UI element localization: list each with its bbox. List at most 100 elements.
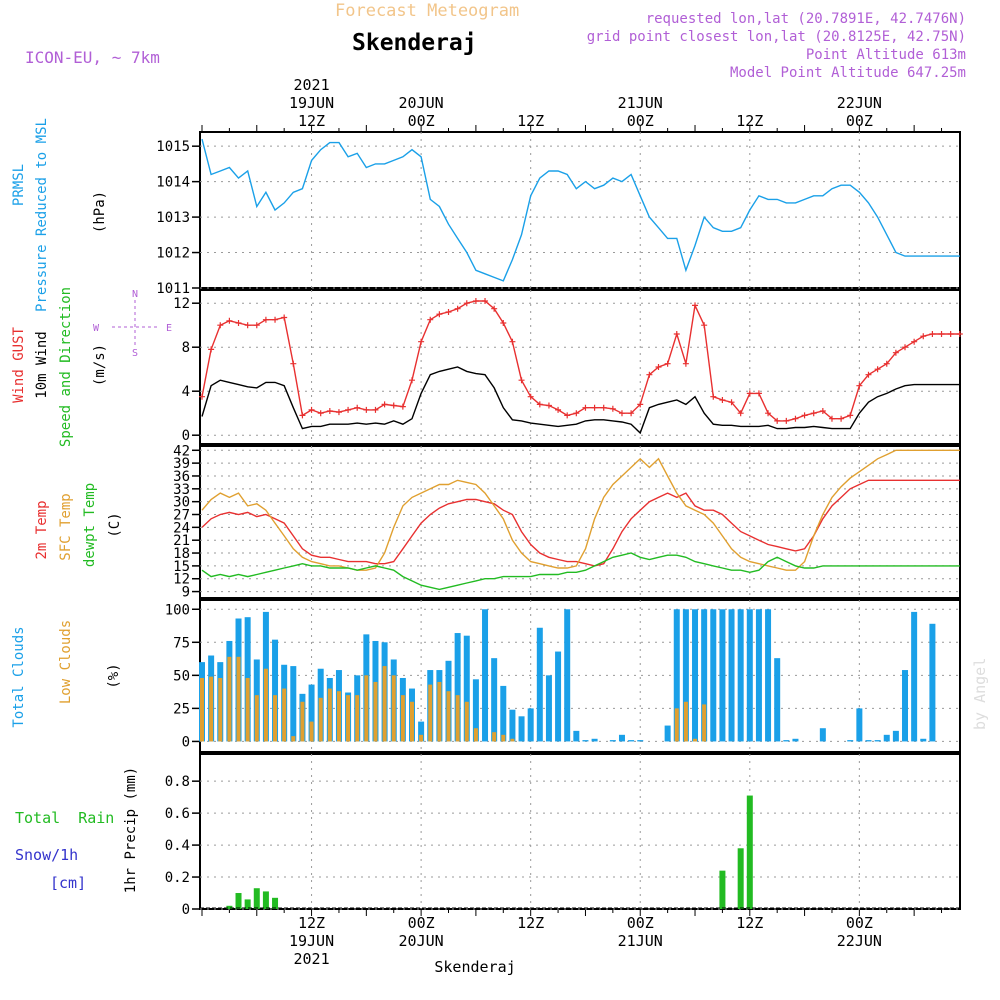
- wind-gust-marker: [701, 322, 708, 329]
- wind-gust-marker: [217, 322, 224, 329]
- clouds-bar: [218, 677, 223, 742]
- clouds-bar: [492, 732, 497, 742]
- top-time-label: 12Z: [298, 112, 325, 130]
- clouds-bar: [555, 651, 562, 742]
- bottom-time-label: 00Z: [846, 914, 873, 932]
- wind-gust-marker: [828, 415, 835, 422]
- precip-label-rain: Total Rain: [15, 809, 114, 827]
- wind-gust-marker: [454, 305, 461, 312]
- wind-gust-marker: [591, 404, 598, 411]
- footer-location: Skenderaj: [434, 958, 515, 976]
- clouds-bar: [682, 609, 689, 742]
- wind-gust-marker: [692, 302, 699, 309]
- clouds-ytick-label: 50: [173, 668, 190, 684]
- clouds-bar: [300, 701, 305, 742]
- gridpoint-coords: grid point closest lon,lat (20.8125E, 42…: [587, 29, 966, 45]
- wind-gust-marker: [600, 404, 607, 411]
- clouds-bar: [418, 721, 425, 742]
- precip-panel: Total Rain Snow/1h [cm] 1hr Precip (mm) …: [15, 753, 961, 918]
- wind-gust-marker: [281, 314, 288, 321]
- wind-gust-marker: [728, 399, 735, 406]
- clouds-panel: Total Clouds Low Clouds (%) 0 25 50 75 100: [11, 599, 961, 753]
- clouds-bar: [428, 684, 433, 742]
- wind-gust-marker: [308, 406, 315, 413]
- temp-ytick-label: 24: [173, 520, 190, 536]
- wind-gust-marker: [938, 331, 945, 337]
- wind-gust-marker: [317, 410, 324, 417]
- wind-gust-marker: [299, 412, 306, 419]
- bottom-time-label: 2021: [293, 950, 329, 968]
- pressure-panel: PRMSL Pressure Reduced to MSL (hPa) 1011…: [11, 118, 961, 312]
- wind-gust-marker: [235, 320, 242, 326]
- clouds-bar: [929, 623, 936, 742]
- wind-gust-marker: [335, 409, 342, 416]
- bottom-time-label: 12Z: [298, 914, 325, 932]
- precip-label-snow: Snow/1h: [15, 846, 78, 864]
- clouds-bar: [573, 730, 580, 742]
- wind-gust-marker: [262, 316, 269, 323]
- wind-gust-marker: [345, 406, 352, 413]
- precip-ytick-label: 0.4: [165, 838, 190, 854]
- wind-gust-marker: [755, 390, 762, 397]
- clouds-bar: [254, 695, 259, 742]
- wind-gust-marker: [408, 377, 415, 384]
- point-altitude: Point Altitude 613m: [806, 47, 966, 63]
- temp-label-dewpt: dewpt Temp: [82, 483, 98, 567]
- precip-bar: [235, 893, 242, 909]
- clouds-bar: [702, 704, 707, 742]
- pressure-label-unit: (hPa): [92, 191, 108, 233]
- wind-gust-marker: [874, 366, 881, 373]
- clouds-bar: [755, 609, 762, 742]
- wind-gust-marker: [746, 390, 753, 397]
- clouds-bar: [865, 740, 872, 742]
- temp-ytick-label: 21: [173, 533, 190, 549]
- clouds-bar: [683, 701, 688, 742]
- bottom-time-label: 19JUN: [289, 932, 334, 950]
- wind-gust-marker: [399, 403, 406, 410]
- wind-gust-marker: [491, 305, 498, 312]
- clouds-ytick-label: 25: [173, 701, 190, 717]
- temp-label-unit: (C): [107, 512, 123, 537]
- clouds-bar: [892, 730, 899, 742]
- wind-gust-marker: [646, 371, 653, 378]
- wind-gust-marker: [920, 333, 927, 340]
- clouds-bar: [209, 676, 214, 742]
- clouds-bar: [272, 639, 279, 742]
- wind-gust-marker: [737, 410, 744, 417]
- precip-bar: [272, 897, 279, 909]
- compass-east: E: [166, 323, 172, 334]
- temp-ytick-label: 36: [173, 469, 190, 485]
- clouds-bar: [728, 609, 735, 742]
- precip-ytick-label: 0: [182, 902, 190, 918]
- clouds-bar: [674, 708, 679, 742]
- wind-gust-marker: [673, 331, 680, 337]
- clouds-bar: [856, 708, 863, 742]
- clouds-bar: [609, 740, 616, 742]
- clouds-bar: [591, 738, 598, 742]
- precip-bar: [746, 795, 753, 909]
- wind-gust-marker: [253, 322, 260, 329]
- wind-gust-marker: [765, 410, 772, 417]
- clouds-bar: [710, 609, 717, 742]
- temp-frame: [199, 445, 961, 599]
- wind-label-unit: (m/s): [92, 344, 108, 386]
- wind-gust-marker: [618, 410, 625, 417]
- clouds-bar: [373, 681, 378, 742]
- wind-gust-marker: [892, 349, 899, 356]
- wind-gust-marker: [463, 300, 470, 307]
- clouds-bar: [510, 738, 515, 742]
- precip-bar: [244, 899, 251, 909]
- clouds-bar: [637, 740, 644, 742]
- wind-gust-marker: [801, 412, 808, 419]
- clouds-label-unit: (%): [106, 663, 122, 688]
- clouds-bar: [783, 740, 790, 742]
- bottom-time-label: 00Z: [627, 914, 654, 932]
- wind-gust-marker: [719, 397, 726, 403]
- top-time-label: 19JUN: [289, 94, 334, 112]
- clouds-bar: [382, 666, 387, 742]
- clouds-bar: [737, 609, 744, 742]
- wind-ytick-label: 8: [182, 340, 190, 356]
- clouds-bar: [693, 738, 698, 742]
